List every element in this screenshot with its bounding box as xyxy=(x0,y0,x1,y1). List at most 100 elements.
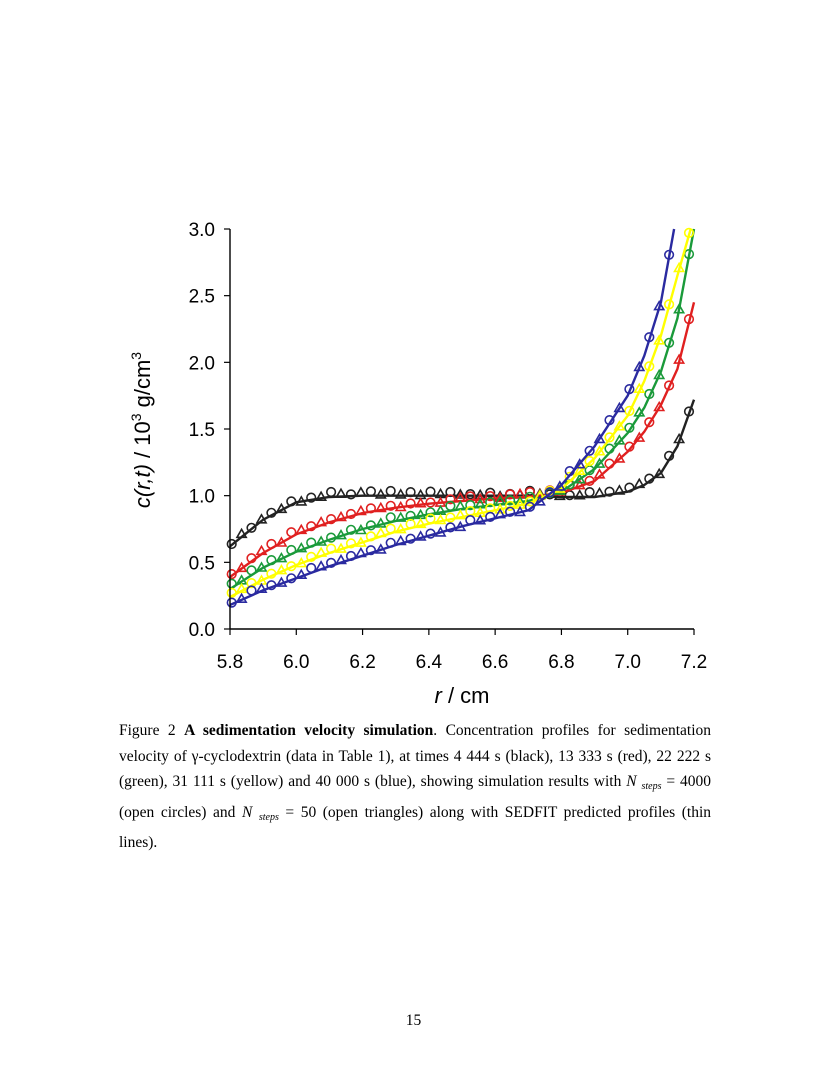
circle-marker xyxy=(644,473,655,484)
triangle-marker xyxy=(613,484,626,495)
circle-marker xyxy=(584,445,595,456)
circle-marker xyxy=(345,524,357,535)
circle-marker xyxy=(246,553,257,564)
y-axis-title-exp: 3 xyxy=(128,413,144,421)
circle-marker xyxy=(365,520,377,531)
triangle-marker xyxy=(573,458,586,469)
circle-marker xyxy=(465,500,476,511)
circle-marker xyxy=(405,498,416,509)
circle-marker xyxy=(644,332,655,343)
triangle-marker xyxy=(653,299,666,311)
triangle-marker xyxy=(394,511,407,522)
circle-marker xyxy=(644,361,655,372)
circle-marker xyxy=(306,537,317,548)
circle-marker xyxy=(604,458,615,469)
circle-marker xyxy=(564,466,575,477)
triangle-marker xyxy=(354,486,367,497)
triangle-marker xyxy=(255,544,268,556)
page-number: 15 xyxy=(405,1012,422,1029)
caption-gamma: γ xyxy=(191,747,199,765)
triangle-marker xyxy=(613,420,626,431)
circle-marker xyxy=(405,518,416,530)
circle-marker xyxy=(405,533,416,544)
circle-marker xyxy=(644,388,655,400)
caption-text-4: = 50 (open triangles) along with SEDFIT … xyxy=(119,803,712,852)
x-tick-label: 6.6 xyxy=(482,652,508,673)
y-axis-title-unit-exp: 3 xyxy=(128,352,144,360)
circle-marker xyxy=(505,500,516,512)
circle-marker xyxy=(505,489,516,500)
triangle-marker xyxy=(394,488,407,499)
triangle-marker xyxy=(533,495,546,506)
caption-n-symbol-2: N xyxy=(241,803,253,821)
triangle-marker xyxy=(593,445,606,456)
triangle-marker xyxy=(394,522,407,534)
circle-marker xyxy=(445,494,456,505)
circle-marker xyxy=(345,489,357,500)
triangle-marker xyxy=(573,464,586,476)
triangle-marker xyxy=(414,497,427,508)
triangle-marker xyxy=(593,432,606,444)
triangle-marker xyxy=(633,477,646,489)
series-line xyxy=(229,228,692,599)
triangle-marker xyxy=(235,561,248,573)
series-40000 xyxy=(226,228,676,608)
y-axis-title-var: c(r,t) xyxy=(130,464,155,508)
triangle-marker xyxy=(295,556,308,568)
circle-marker xyxy=(505,506,516,517)
circle-marker xyxy=(604,486,615,497)
triangle-marker xyxy=(374,526,387,538)
caption-steps-sub: steps xyxy=(641,781,662,792)
triangle-marker xyxy=(315,490,328,502)
circle-marker xyxy=(266,580,277,591)
triangle-marker xyxy=(673,432,686,444)
triangle-marker xyxy=(494,507,507,519)
circle-marker xyxy=(485,487,496,498)
triangle-marker xyxy=(633,431,646,442)
circle-marker xyxy=(266,554,277,566)
triangle-marker xyxy=(454,520,467,532)
triangle-marker xyxy=(673,353,686,364)
triangle-marker xyxy=(494,491,507,503)
triangle-marker xyxy=(295,495,308,506)
triangle-marker xyxy=(394,500,407,512)
caption-title: A sedimentation velocity simulation xyxy=(184,722,434,739)
triangle-marker xyxy=(514,505,526,517)
circle-marker xyxy=(544,487,555,498)
circle-marker xyxy=(624,441,635,452)
circle-marker xyxy=(345,508,357,520)
series-line xyxy=(229,228,696,591)
triangle-marker xyxy=(315,535,328,546)
triangle-marker xyxy=(474,514,487,525)
x-tick-label: 6.8 xyxy=(548,652,574,673)
circle-marker xyxy=(425,507,436,518)
triangle-marker xyxy=(354,546,367,558)
circle-marker xyxy=(226,538,237,550)
circle-marker xyxy=(326,532,337,543)
y-tick-label: 0.5 xyxy=(189,553,215,574)
triangle-marker xyxy=(653,368,666,380)
circle-marker xyxy=(365,503,377,514)
y-tick-label: 2.5 xyxy=(189,287,215,308)
triangle-marker xyxy=(613,452,626,463)
circle-marker xyxy=(683,227,695,238)
triangle-marker xyxy=(573,489,586,500)
circle-marker xyxy=(246,585,257,596)
circle-marker xyxy=(485,497,496,508)
triangle-marker xyxy=(613,434,626,445)
triangle-marker xyxy=(255,513,268,524)
circle-marker xyxy=(326,557,337,569)
circle-marker xyxy=(485,511,496,523)
series-13333 xyxy=(226,302,696,580)
circle-marker xyxy=(286,544,297,556)
circle-marker xyxy=(405,487,416,498)
circle-marker xyxy=(385,485,396,497)
y-tick-label: 1.5 xyxy=(189,420,215,441)
circle-marker xyxy=(425,513,436,524)
circle-marker xyxy=(385,500,396,511)
triangle-marker xyxy=(335,528,347,540)
circle-marker xyxy=(425,486,436,497)
triangle-marker xyxy=(335,487,347,499)
caption-text-3: = 4000 (open circles) and xyxy=(119,773,712,821)
circle-marker xyxy=(445,486,456,498)
